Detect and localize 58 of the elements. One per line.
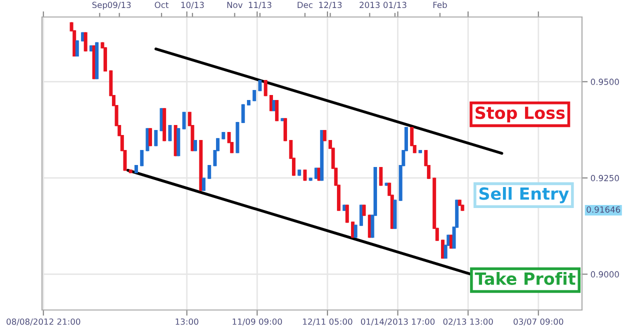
candlestick	[202, 178, 206, 191]
x-tick-label: 08/08/2012 21:00	[6, 318, 80, 326]
text: Oct	[154, 2, 169, 8]
candlestick	[140, 150, 144, 166]
candlestick	[75, 40, 79, 56]
text: 09/13	[108, 2, 131, 9]
candlestick	[264, 80, 268, 96]
x-tick-label: 12/11 05:00	[303, 318, 352, 326]
candlestick	[314, 168, 318, 179]
candlestick	[368, 214, 372, 238]
text: Dec	[298, 2, 313, 8]
x-tick-label: 03/07 09:00	[514, 318, 564, 326]
text: Sep	[92, 2, 108, 10]
annotation: Sell Entry	[479, 187, 569, 204]
text: 2013	[360, 2, 380, 8]
candlestick	[303, 170, 307, 181]
x-tick-label: 13:00	[176, 318, 198, 325]
text: 01/13	[384, 2, 406, 9]
candlestick	[258, 80, 262, 92]
candlestick	[275, 100, 279, 122]
annotation: Stop Loss	[476, 106, 565, 122]
x-tick-label: 11/09 09:00	[232, 318, 282, 326]
y-tick-label: 0.9250	[590, 174, 619, 182]
x-tick-label: 02/13 13:00	[443, 318, 493, 326]
candlestick	[252, 90, 256, 102]
candlestick	[194, 140, 198, 152]
candlestick	[269, 94, 273, 112]
text: Feb	[433, 2, 447, 8]
candlestick	[359, 204, 363, 226]
text: 10/13	[181, 2, 204, 9]
candlestick	[345, 204, 349, 223]
text: 11/13	[248, 2, 272, 9]
y-tick-label: 0.9000	[590, 271, 619, 278]
candlestick	[146, 128, 150, 152]
candlestick	[362, 204, 366, 216]
candlestick	[154, 130, 158, 146]
candlestick	[449, 234, 453, 249]
candlestick	[441, 240, 445, 259]
candlestick	[148, 128, 152, 146]
candlestick	[168, 125, 172, 142]
y-tick-label: 0.9500	[590, 78, 619, 85]
text: 12/13	[319, 2, 342, 9]
candlestick	[160, 108, 164, 132]
candlestick	[208, 165, 212, 179]
candlestick	[379, 166, 383, 186]
candlestick	[272, 100, 276, 112]
candlestick	[351, 222, 355, 238]
candlestick	[317, 168, 321, 181]
text: Nov	[227, 2, 243, 8]
candlestick	[284, 118, 288, 142]
x-tick-label: 01/14/2013 17:00	[360, 318, 435, 326]
candlestick	[354, 224, 358, 238]
text: 0.91646	[586, 206, 620, 213]
candlestick	[241, 104, 245, 124]
candlestick	[84, 32, 88, 52]
candlestick	[322, 130, 326, 142]
candlestick	[182, 112, 186, 130]
annotation: Take Profit	[474, 272, 576, 285]
